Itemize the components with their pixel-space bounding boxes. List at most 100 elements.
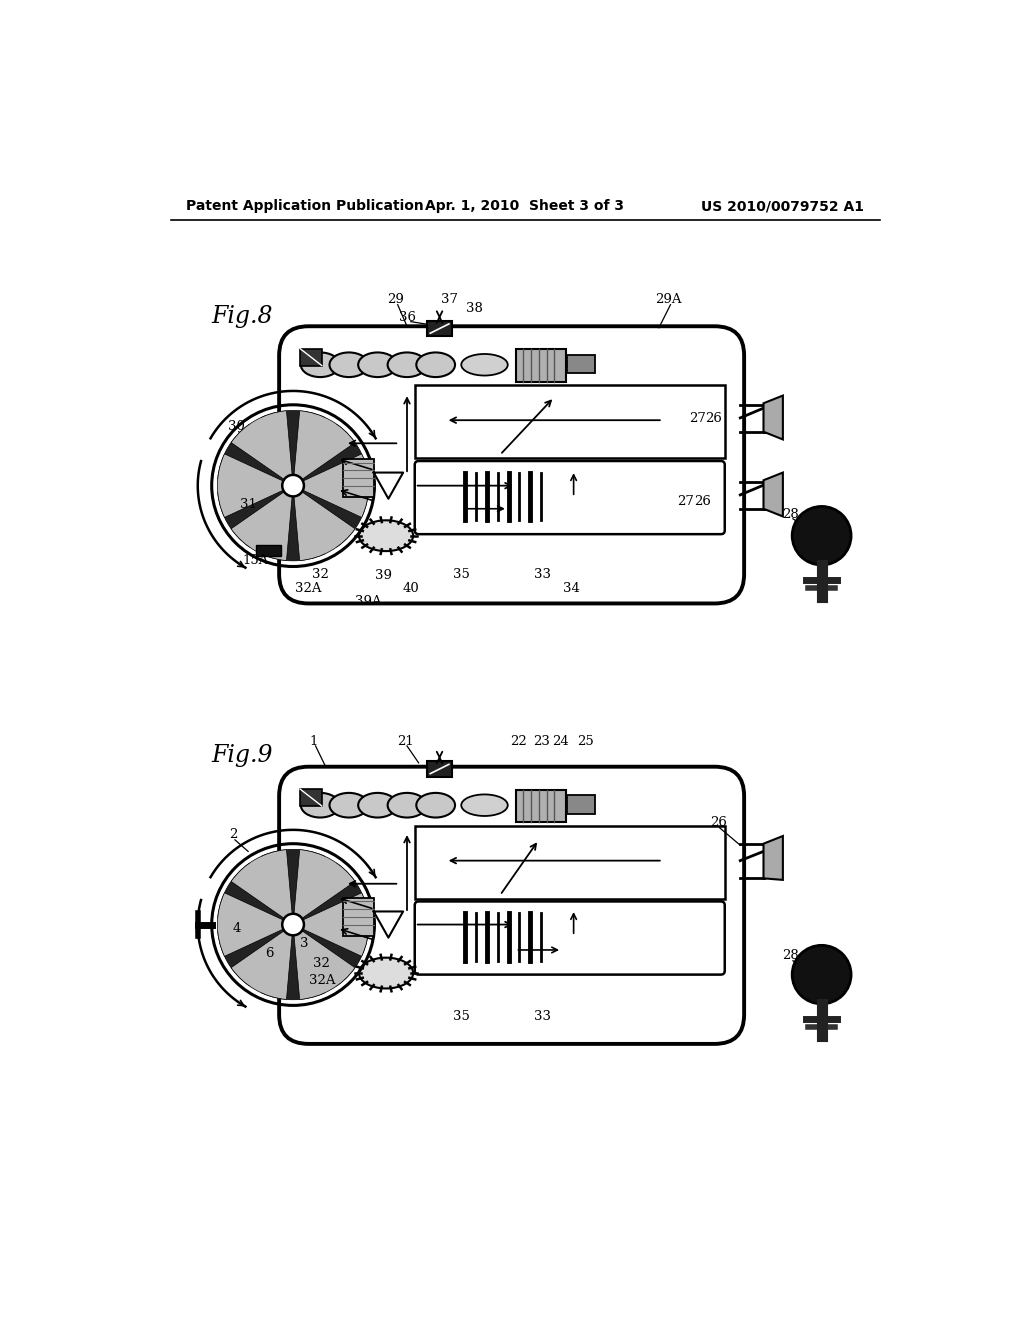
Bar	[515, 350, 566, 381]
Bar	[427, 321, 452, 337]
Wedge shape	[217, 454, 293, 517]
Ellipse shape	[301, 352, 340, 378]
Bar	[343, 459, 374, 498]
Text: 29A: 29A	[655, 293, 681, 306]
Ellipse shape	[330, 793, 369, 817]
Wedge shape	[293, 924, 355, 999]
Wedge shape	[218, 424, 293, 486]
Text: 25: 25	[577, 735, 594, 748]
Text: 22: 22	[510, 735, 527, 748]
Circle shape	[283, 475, 304, 496]
Bar	[427, 762, 452, 776]
Text: 28: 28	[782, 508, 799, 520]
Wedge shape	[293, 411, 355, 486]
Wedge shape	[218, 924, 293, 986]
Text: 33: 33	[535, 1010, 551, 1023]
Ellipse shape	[359, 520, 414, 552]
Polygon shape	[764, 836, 783, 880]
Bar	[567, 795, 595, 813]
Bar	[300, 348, 322, 366]
Text: Fig.8: Fig.8	[212, 305, 273, 327]
Text: 38: 38	[466, 302, 483, 315]
Text: 23: 23	[532, 735, 550, 748]
Text: 24: 24	[552, 735, 568, 748]
Ellipse shape	[461, 354, 508, 376]
Text: 15A: 15A	[243, 554, 269, 566]
Text: 26: 26	[705, 412, 722, 425]
Wedge shape	[218, 486, 293, 548]
Wedge shape	[231, 924, 293, 999]
Text: 26: 26	[694, 495, 712, 508]
Wedge shape	[217, 892, 293, 956]
Wedge shape	[293, 850, 355, 924]
Text: 37: 37	[441, 293, 458, 306]
Wedge shape	[261, 486, 325, 561]
Text: 34: 34	[563, 582, 580, 594]
Text: 32: 32	[311, 568, 329, 581]
Text: 39: 39	[375, 569, 392, 582]
Ellipse shape	[359, 958, 414, 989]
Polygon shape	[764, 473, 783, 516]
Bar	[256, 545, 281, 556]
Wedge shape	[231, 486, 293, 561]
Text: 2: 2	[229, 828, 238, 841]
Text: 1: 1	[310, 735, 318, 748]
Wedge shape	[218, 863, 293, 924]
Circle shape	[283, 913, 304, 936]
Bar	[415, 826, 725, 899]
Text: 36: 36	[399, 312, 417, 325]
Text: 35: 35	[453, 568, 470, 581]
Wedge shape	[293, 486, 355, 561]
Text: Apr. 1, 2010  Sheet 3 of 3: Apr. 1, 2010 Sheet 3 of 3	[425, 199, 625, 213]
Ellipse shape	[358, 352, 397, 378]
Text: 40: 40	[402, 582, 419, 594]
Text: Patent Application Publication: Patent Application Publication	[186, 199, 424, 213]
Bar	[515, 789, 566, 822]
Circle shape	[793, 507, 851, 565]
Wedge shape	[261, 924, 325, 999]
Text: 21: 21	[397, 735, 414, 748]
Text: 30: 30	[228, 420, 245, 433]
Polygon shape	[764, 396, 783, 440]
Wedge shape	[231, 411, 293, 486]
Text: 6: 6	[265, 946, 273, 960]
Ellipse shape	[358, 793, 397, 817]
Text: 32A: 32A	[295, 582, 322, 594]
Ellipse shape	[388, 793, 426, 817]
Wedge shape	[231, 850, 293, 924]
Wedge shape	[293, 892, 369, 956]
Text: Fig.9: Fig.9	[212, 743, 273, 767]
Wedge shape	[261, 849, 325, 924]
Polygon shape	[374, 911, 403, 937]
Text: 28: 28	[782, 949, 799, 962]
Text: 33: 33	[535, 568, 551, 581]
Text: 27: 27	[678, 495, 694, 508]
Text: 35: 35	[453, 1010, 470, 1023]
Text: 32: 32	[313, 957, 330, 970]
Ellipse shape	[388, 352, 426, 378]
Text: 39A: 39A	[355, 594, 382, 607]
Text: 29: 29	[387, 293, 403, 306]
Text: 3: 3	[300, 937, 309, 950]
Text: 32A: 32A	[308, 974, 335, 987]
Polygon shape	[374, 473, 403, 499]
FancyBboxPatch shape	[415, 461, 725, 535]
Circle shape	[793, 945, 851, 1003]
Ellipse shape	[417, 352, 455, 378]
Ellipse shape	[417, 793, 455, 817]
Bar	[300, 789, 322, 807]
Wedge shape	[261, 411, 325, 486]
Wedge shape	[293, 486, 369, 548]
Bar	[343, 898, 374, 936]
FancyBboxPatch shape	[415, 902, 725, 974]
Ellipse shape	[461, 795, 508, 816]
Text: 27: 27	[689, 412, 707, 425]
Wedge shape	[293, 863, 369, 924]
Wedge shape	[293, 424, 369, 486]
Ellipse shape	[301, 793, 340, 817]
Ellipse shape	[330, 352, 369, 378]
Wedge shape	[293, 454, 369, 517]
Bar	[567, 355, 595, 374]
Bar	[415, 385, 725, 458]
Text: 4: 4	[232, 921, 241, 935]
